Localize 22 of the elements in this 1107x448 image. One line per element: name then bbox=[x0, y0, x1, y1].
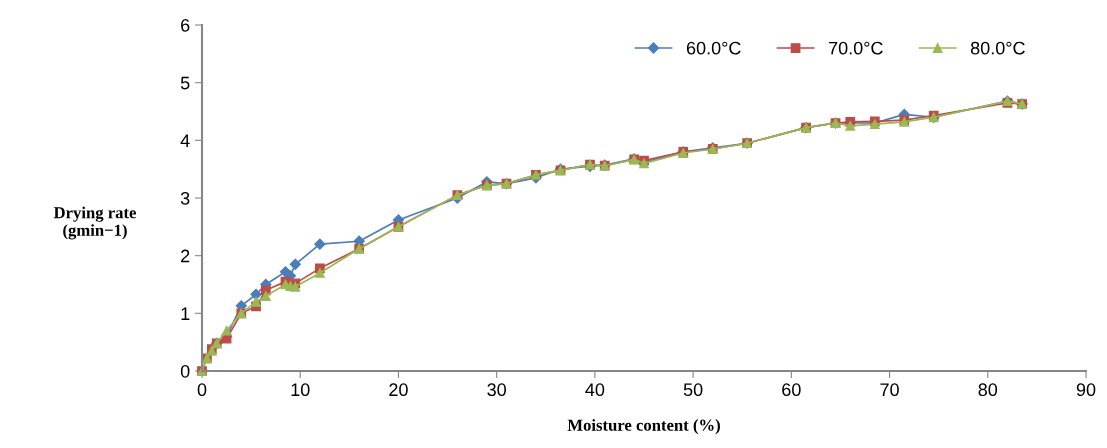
y-tick-label: 3 bbox=[180, 191, 190, 205]
legend-label: 80.0°C bbox=[970, 41, 1025, 55]
x-tick-label: 90 bbox=[1076, 383, 1096, 397]
legend-label: 70.0°C bbox=[829, 41, 883, 55]
y-tick-label: 1 bbox=[181, 307, 190, 320]
y-tick-label: 4 bbox=[180, 134, 190, 147]
x-tick-label: 60 bbox=[782, 383, 801, 397]
x-tick-label: 10 bbox=[291, 383, 310, 397]
x-tick-label: 30 bbox=[487, 383, 506, 397]
x-tick-label: 0 bbox=[197, 383, 207, 397]
x-tick-label: 80 bbox=[978, 383, 998, 397]
y-tick-label: 5 bbox=[180, 76, 190, 90]
y-tick-label: 6 bbox=[181, 18, 190, 32]
x-tick-label: 40 bbox=[585, 383, 605, 397]
x-tick-label: 70 bbox=[880, 383, 899, 397]
y-tick-label: 2 bbox=[181, 249, 190, 263]
x-axis-title: Moisture content (%) bbox=[567, 419, 720, 435]
y-axis-title: Drying rate (gmin−1) bbox=[53, 206, 136, 240]
x-tick-label: 20 bbox=[389, 383, 408, 397]
y-tick-label: 0 bbox=[180, 364, 190, 378]
legend-label: 60.0°C bbox=[686, 41, 741, 55]
x-tick-label: 50 bbox=[683, 383, 703, 397]
